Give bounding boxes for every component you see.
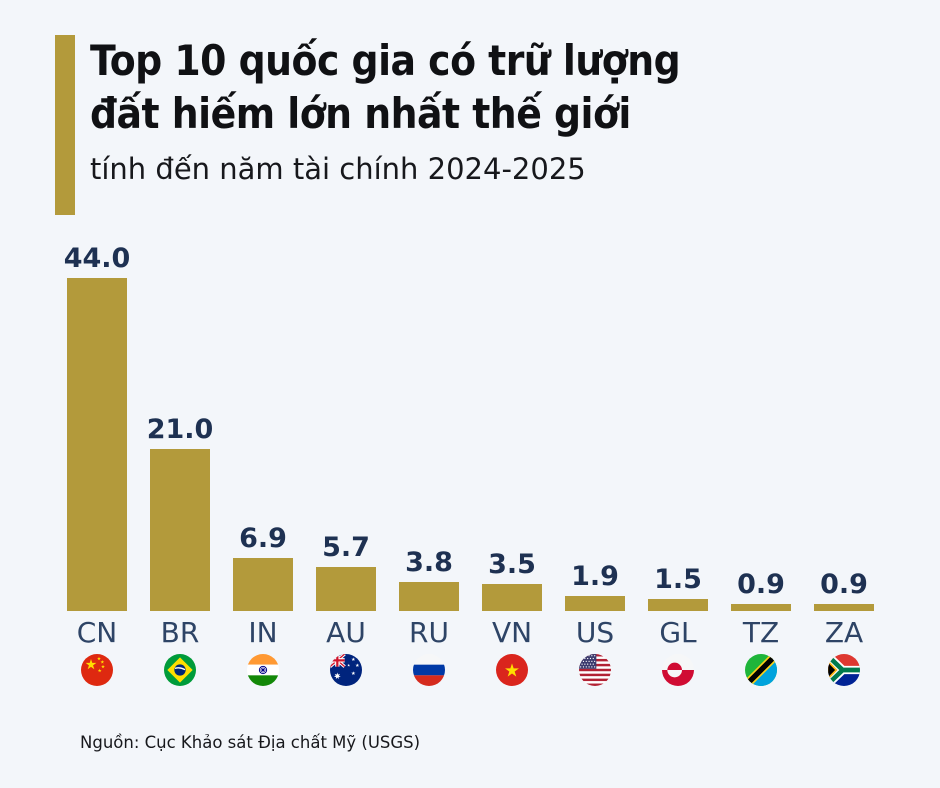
bar [399,581,459,611]
country-label: CN [76,616,118,649]
country-label: BR [160,616,200,649]
flag-au-icon [330,654,362,686]
bar-area: 5.7 [316,243,376,611]
bar-value-label: 3.8 [405,546,453,578]
country-label: TZ [742,616,780,649]
bar-area: 1.5 [648,243,708,611]
bar-value-label: 6.9 [239,522,287,554]
bar [482,584,542,611]
bar [233,557,293,611]
bar [565,596,625,611]
bar-group: 1.5 GL [648,243,708,686]
bar [731,604,791,611]
page-title-line1: Top 10 quốc gia có trữ lượng [90,36,681,85]
bar-value-label: 3.5 [488,549,536,581]
title-block: Top 10 quốc gia có trữ lượng đất hiếm lớ… [90,35,681,215]
bar [67,278,127,611]
page-title-line2: đất hiếm lớn nhất thế giới [90,88,631,138]
bar-value-label: 1.9 [571,561,619,593]
bar-group: 0.9 TZ [731,243,791,686]
bar-area: 21.0 [146,243,214,611]
country-label: ZA [824,616,864,649]
flag-gl-icon [662,654,694,686]
bar [814,604,874,611]
bar-group: 21.0 BR [147,243,213,686]
bar [150,449,210,611]
bar-area: 3.8 [399,243,459,611]
bar-area: 1.9 [565,243,625,611]
source-note: Nguồn: Cục Khảo sát Địa chất Mỹ (USGS) [80,733,421,752]
bar-value-label: 1.5 [654,564,702,596]
bar-area: 44.0 [63,243,131,611]
bar [316,567,376,611]
bar-value-label: 0.9 [737,569,785,601]
flag-br-icon [164,654,196,686]
page-subtitle: tính đến năm tài chính 2024-2025 [90,152,586,186]
flag-us-icon [579,654,611,686]
bar-value-label: 21.0 [146,414,214,446]
bar-area: 0.9 [814,243,874,611]
bar-area: 3.5 [482,243,542,611]
bar-group: 3.5 VN [482,243,542,686]
country-label: IN [248,616,278,649]
flag-vn-icon [496,654,528,686]
bar-value-label: 44.0 [63,243,131,274]
bar-area: 6.9 [233,243,293,611]
country-label: AU [326,616,366,649]
flag-za-icon [828,654,860,686]
bar-group: 44.0 CN [64,243,130,686]
bar-group: 5.7 AU [316,243,376,686]
bar [648,599,708,611]
flag-ru-icon [413,654,445,686]
flag-tz-icon [745,654,777,686]
bar-area: 0.9 [731,243,791,611]
bar-group: 6.9 IN [233,243,293,686]
flag-in-icon [247,654,279,686]
country-label: VN [491,616,533,649]
header: Top 10 quốc gia có trữ lượng đất hiếm lớ… [0,0,940,215]
bar-chart: 44.0 CN 21.0 BR 6.9 IN 5.7 AU [64,243,874,686]
country-label: US [575,616,615,649]
country-label: GL [659,616,697,649]
footer: Nguồn: Cục Khảo sát Địa chất Mỹ (USGS) [0,733,940,752]
bar-value-label: 0.9 [820,569,868,601]
bar-group: 0.9 ZA [814,243,874,686]
bar-group: 3.8 RU [399,243,459,686]
title-accent-bar [55,35,75,215]
flag-cn-icon [81,654,113,686]
bar-value-label: 5.7 [322,532,370,564]
bar-group: 1.9 US [565,243,625,686]
country-label: RU [409,616,449,649]
